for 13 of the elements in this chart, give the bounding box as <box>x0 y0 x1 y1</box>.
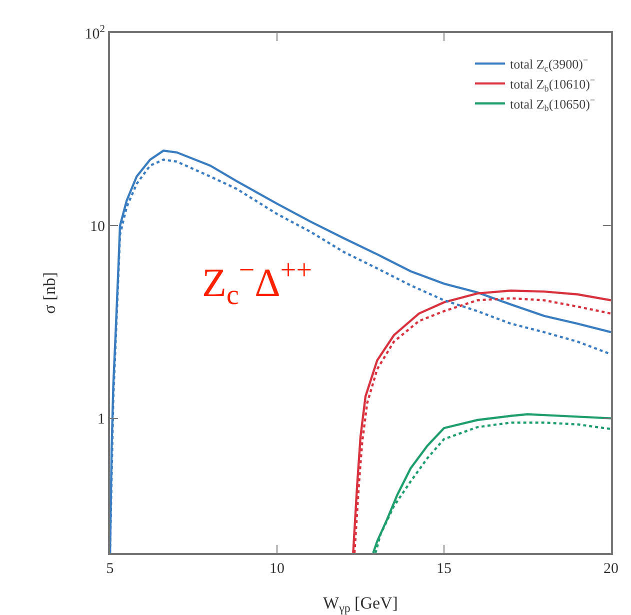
y-tick-label: 10$^{2}$ <box>84 24 105 42</box>
y-axis-title: σ [nb] <box>40 272 59 314</box>
legend-label: total Z$_{b}$(10650)$^{−}$ <box>510 94 596 114</box>
x-tick-label: 20 <box>604 561 618 577</box>
annotation: Z$_{c}$$^{−}$Δ$^{++}$ <box>202 255 312 312</box>
legend-label: total Z$_{b}$(10610)$^{−}$ <box>510 75 596 94</box>
legend-label: total Z$_{c}$(3900)$^{−}$ <box>510 55 588 74</box>
x-tick-label: 5 <box>106 561 114 577</box>
x-tick-label: 10 <box>270 561 284 577</box>
x-axis-title: W$_{γp}$ [GeV] <box>323 593 398 615</box>
x-tick-label: 15 <box>436 561 452 577</box>
y-tick-label: 10 <box>90 218 105 235</box>
y-tick-label: 1 <box>98 412 105 428</box>
